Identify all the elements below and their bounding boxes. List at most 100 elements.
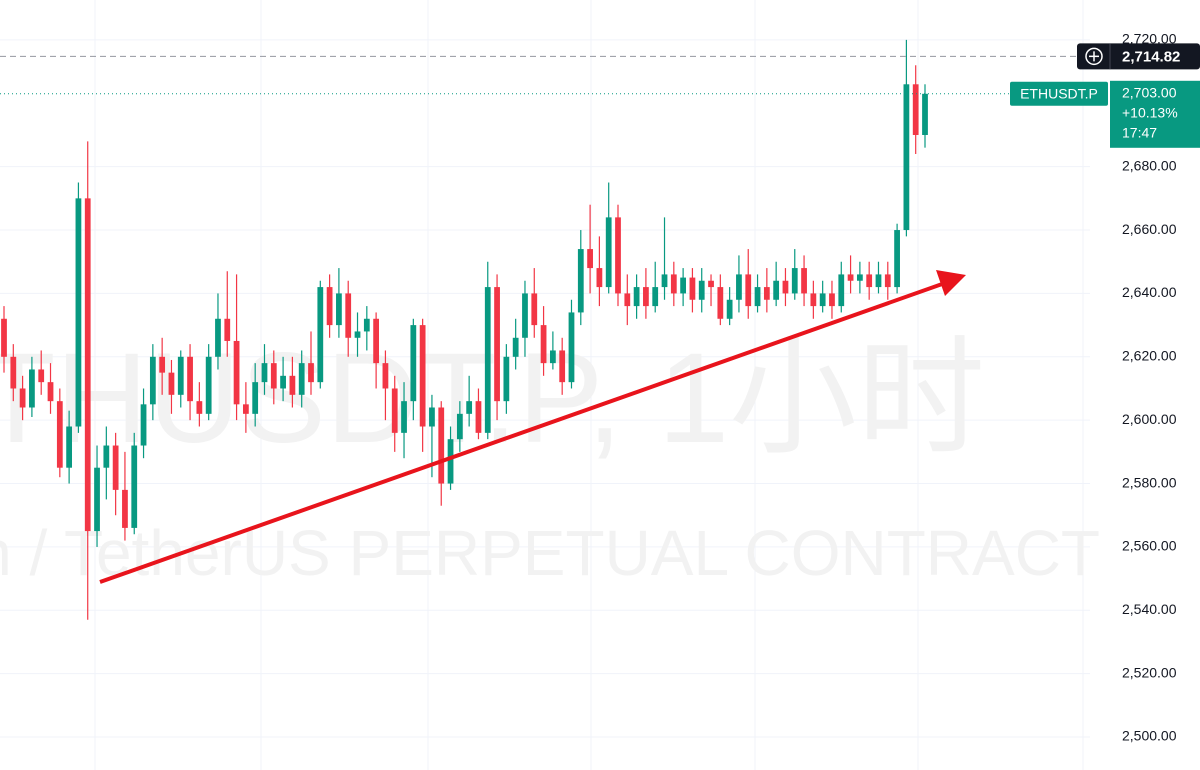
candle-body <box>215 318 221 357</box>
candle-body <box>763 287 770 300</box>
candle-body <box>326 287 333 326</box>
last-price-box <box>1110 80 1200 148</box>
candle-body <box>605 217 612 288</box>
candle-body <box>745 274 752 307</box>
candle-body <box>38 369 45 383</box>
candle-body <box>429 407 435 427</box>
time-grid <box>94 0 1084 770</box>
candle-body <box>475 401 482 433</box>
y-tick-label: 2,520.00 <box>1122 664 1177 680</box>
candle-body <box>345 293 352 338</box>
candle-body <box>103 445 110 468</box>
watermark-subtitle: Ethereum / TetherUS PERPETUAL CONTRACT <box>0 517 1100 589</box>
candle-body <box>522 293 528 338</box>
candle-body <box>261 363 268 383</box>
candle-body <box>596 268 603 288</box>
candle-body <box>782 280 789 294</box>
candle-body <box>689 277 696 300</box>
candle-body <box>410 325 417 402</box>
crosshair-price-label: 2,714.82 <box>1122 48 1180 65</box>
candle-body <box>1 318 7 357</box>
candle-body <box>56 401 63 468</box>
y-tick-label: 2,640.00 <box>1122 284 1177 300</box>
candle-body <box>680 277 687 294</box>
candle-body <box>289 375 296 395</box>
candle-body <box>754 287 761 307</box>
crosshair-box <box>1077 43 1200 70</box>
candle-body <box>140 404 147 446</box>
candle-body <box>736 274 742 300</box>
candle-body <box>894 230 900 288</box>
candle-body <box>912 84 919 135</box>
candle-body <box>810 293 817 307</box>
candle-body <box>75 198 82 427</box>
candle-body <box>708 280 714 288</box>
watermark: ETHUSDT.P, 1小时 <box>0 327 985 470</box>
y-tick-label: 2,560.00 <box>1122 538 1177 554</box>
candle-body <box>94 467 100 532</box>
candle-body <box>559 350 566 383</box>
y-tick-label: 2,600.00 <box>1122 411 1177 427</box>
candle-body <box>484 287 491 433</box>
candle-body <box>866 274 873 288</box>
candle-body <box>633 287 640 307</box>
candle-body <box>447 439 454 484</box>
candle-body <box>540 325 547 364</box>
candle-body <box>196 401 203 414</box>
candle-body <box>494 287 500 402</box>
symbol-box <box>1010 81 1108 106</box>
candle-body <box>717 287 724 319</box>
candle-body <box>624 293 631 307</box>
candle-body <box>317 287 324 383</box>
candle-body <box>643 287 649 307</box>
candle-body <box>363 318 370 332</box>
candle-body <box>308 363 314 383</box>
candle-body <box>159 356 166 373</box>
candle-body <box>149 356 156 405</box>
candle-body <box>382 363 389 389</box>
candle-body <box>856 274 863 281</box>
candle-body <box>419 325 426 427</box>
candle-body <box>187 356 193 402</box>
candle-body <box>531 293 538 326</box>
y-tick-label: 2,540.00 <box>1122 601 1177 617</box>
candle-body <box>773 280 780 300</box>
candle-body <box>549 350 556 364</box>
candle-body <box>829 293 835 307</box>
y-tick-label: 2,660.00 <box>1122 221 1177 237</box>
arrow-head <box>936 270 966 296</box>
symbol-label: ETHUSDT.P <box>1020 85 1098 101</box>
candle-body <box>401 401 407 433</box>
candle-body <box>903 84 910 231</box>
candle-body <box>587 249 593 269</box>
arrow-shaft <box>99 281 946 584</box>
candle-body <box>801 268 807 294</box>
candle-body <box>19 388 26 408</box>
candle-body <box>336 293 342 326</box>
countdown-label: 17:47 <box>1122 124 1157 140</box>
candle-body <box>438 407 445 484</box>
candle-body <box>10 356 17 389</box>
candle-body <box>252 382 259 414</box>
candle-body <box>661 274 668 288</box>
y-tick-label: 2,720.00 <box>1122 31 1177 47</box>
change-label: +10.13% <box>1122 104 1178 120</box>
candle-body <box>280 375 286 389</box>
candle-body <box>466 401 473 414</box>
candle-body <box>456 413 463 440</box>
candle-body <box>577 249 584 313</box>
candle-body <box>726 299 733 319</box>
add-alert-icon <box>1085 47 1103 66</box>
candle-body <box>233 340 240 405</box>
candle-body <box>131 445 138 528</box>
candle-body <box>224 318 231 341</box>
candle-body <box>122 489 128 528</box>
candle-body <box>512 337 519 357</box>
candle-body <box>84 198 91 532</box>
trend-arrow <box>99 270 966 584</box>
y-tick-label: 2,620.00 <box>1122 348 1177 364</box>
candle-body <box>270 363 277 389</box>
candle-body <box>652 287 659 307</box>
candle-body <box>791 268 798 294</box>
